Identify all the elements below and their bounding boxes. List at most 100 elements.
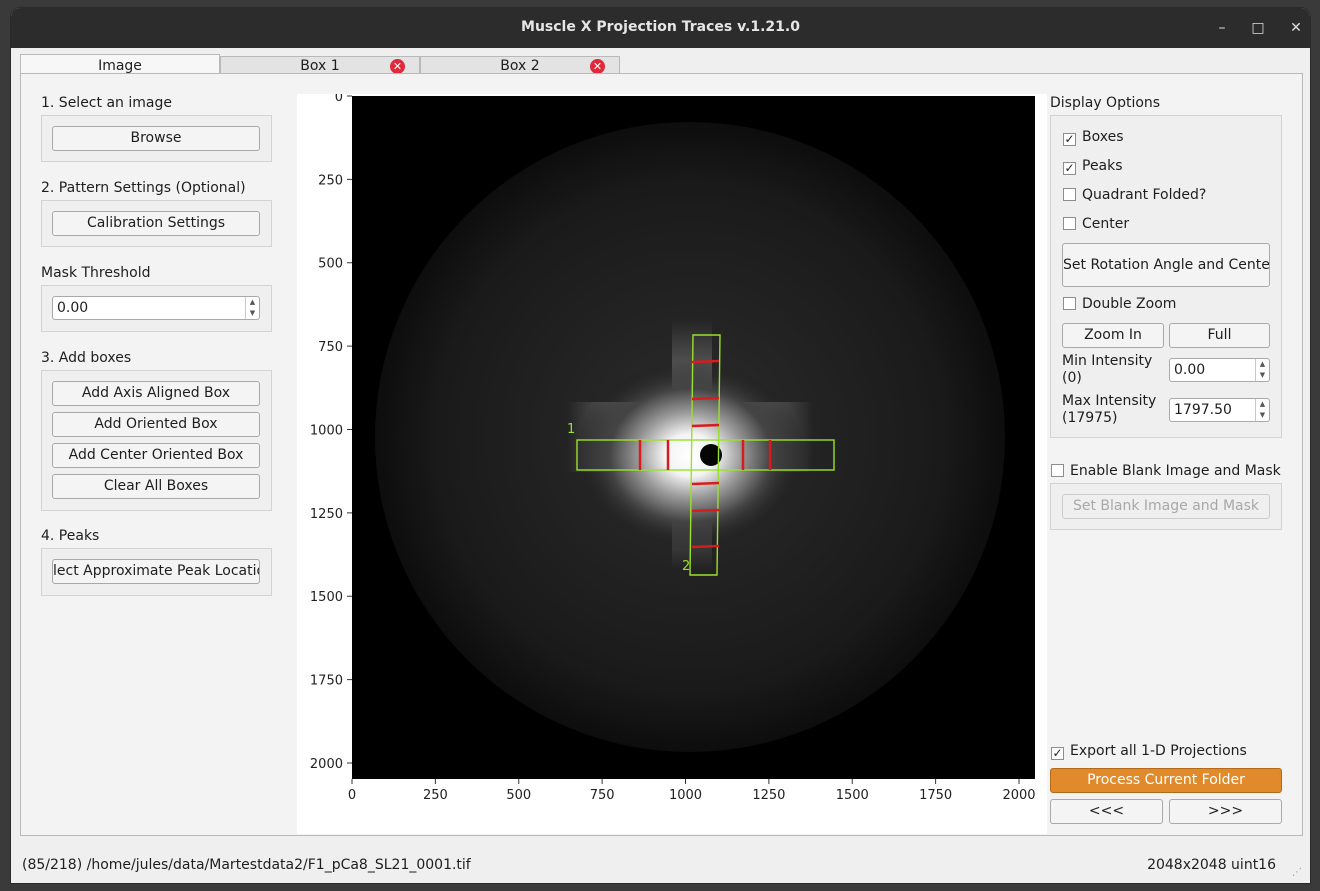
box-2-outline[interactable] [689,334,721,576]
peaks-heading: 4. Peaks [41,528,100,544]
box-overlay: 12 [567,334,835,576]
export-projections-checkbox[interactable]: ✓ Export all 1-D Projections [1051,743,1247,760]
y-tick-label: 2000 [310,757,343,772]
display-options-heading: Display Options [1050,95,1161,111]
status-image-info: 2048x2048 uint16 [1147,857,1276,873]
min-spin-arrows-icon[interactable]: ▲ ▼ [1255,359,1269,381]
max-intensity-input[interactable]: 1797.50 ▲ ▼ [1169,398,1270,422]
resize-grip-icon[interactable]: ⋰ [1292,867,1302,878]
max-spin-arrows-icon[interactable]: ▲ ▼ [1255,399,1269,421]
spin-arrows-icon[interactable]: ▲ ▼ [245,297,259,319]
peaks-label: Peaks [1082,158,1123,174]
app-window: Muscle X Projection Traces v.1.21.0 – □ … [10,7,1311,884]
tab-box-2-label: Box 2 [500,58,540,74]
box-2-peak-mark[interactable] [691,544,720,549]
mask-threshold-input[interactable]: 0.00 ▲ ▼ [52,296,260,320]
boxes-checkbox[interactable]: ✓ Boxes [1063,129,1124,146]
set-rotation-center-button[interactable]: Set Rotation Angle and Center [1062,243,1270,287]
x-tick-label: 1500 [836,788,869,803]
mask-threshold-value: 0.00 [57,300,89,316]
select-image-heading: 1. Select an image [41,95,172,111]
mask-threshold-heading: Mask Threshold [41,265,151,281]
min-intensity-label-line2: (0) [1062,370,1082,386]
tab-box-1[interactable]: Box 1 ✕ [220,56,420,75]
box-1-label: 1 [567,422,575,437]
add-axis-aligned-box-button[interactable]: Add Axis Aligned Box [52,381,260,406]
quadrant-label: Quadrant Folded? [1082,187,1207,203]
y-tick-label: 250 [318,173,343,188]
double-zoom-checkbox[interactable]: Double Zoom [1063,296,1176,312]
box-2-peak-mark[interactable] [691,359,720,364]
box-2-peak-mark[interactable] [691,396,720,401]
quadrant-folded-checkbox[interactable]: Quadrant Folded? [1063,187,1206,203]
export-label: Export all 1-D Projections [1070,743,1247,759]
box-2-peak-mark[interactable] [691,423,720,428]
process-folder-button[interactable]: Process Current Folder [1050,768,1282,793]
select-peak-location-button[interactable]: lect Approximate Peak Locatio [52,559,260,584]
blank-mask-group: Set Blank Image and Mask [1050,483,1282,530]
x-tick-label: 0 [348,788,356,803]
tab-image[interactable]: Image [20,54,220,76]
double-zoom-label: Double Zoom [1082,296,1177,312]
add-center-oriented-box-button[interactable]: Add Center Oriented Box [52,443,260,468]
y-tick-label: 1000 [310,423,343,438]
x-tick-label: 250 [423,788,448,803]
status-bar: (85/218) /home/jules/data/Martestdata2/F… [11,845,1310,883]
center-checkbox[interactable]: Center [1063,216,1129,232]
max-intensity-label-line1: Max Intensity [1062,393,1157,409]
x-tick-label: 1000 [669,788,702,803]
close-window-icon[interactable]: ✕ [1290,20,1302,36]
peaks-checkbox[interactable]: ✓ Peaks [1063,158,1123,175]
y-tick-label: 1500 [310,590,343,605]
full-button[interactable]: Full [1169,323,1270,348]
next-button[interactable]: >>> [1169,799,1282,824]
y-tick-label: 750 [318,340,343,355]
min-intensity-value: 0.00 [1174,362,1206,378]
image-plot[interactable]: 0 250 500 750 1000 1250 1500 1750 2000 0 250 500 750… [297,94,1047,834]
x-tick-label: 500 [506,788,531,803]
display-options-group: ✓ Boxes ✓ Peaks Quadrant Folded? Center Se… [1050,115,1282,438]
maximize-icon[interactable]: □ [1251,20,1265,36]
image-tab-pane: 1. Select an image Browse 2. Pattern Set… [20,73,1303,836]
y-tick-label: 0 [335,94,343,105]
center-label: Center [1082,216,1130,232]
enable-blank-checkbox[interactable]: Enable Blank Image and Mask [1051,463,1281,479]
diffraction-image-canvas[interactable]: 0 250 500 750 1000 1250 1500 1750 2000 0 250 500 750… [297,94,1047,834]
tab-box-2[interactable]: Box 2 ✕ [420,56,620,75]
peaks-check-icon: ✓ [1063,161,1076,175]
close-tab-box-2-icon[interactable]: ✕ [590,59,605,74]
box-2-peak-mark[interactable] [691,481,720,486]
clear-all-boxes-button[interactable]: Clear All Boxes [52,474,260,499]
x-tick-label: 750 [590,788,615,803]
min-intensity-input[interactable]: 0.00 ▲ ▼ [1169,358,1270,382]
x-tick-label: 1250 [752,788,785,803]
y-tick-label: 500 [318,257,343,272]
previous-button[interactable]: <<< [1050,799,1163,824]
set-blank-mask-button[interactable]: Set Blank Image and Mask [1062,494,1270,519]
enable-blank-label: Enable Blank Image and Mask [1070,463,1281,479]
boxes-check-icon: ✓ [1063,132,1076,146]
pattern-settings-group: Calibration Settings [41,200,272,247]
zoom-in-button[interactable]: Zoom In [1062,323,1164,348]
close-tab-box-1-icon[interactable]: ✕ [390,59,405,74]
add-oriented-box-button[interactable]: Add Oriented Box [52,412,260,437]
browse-button[interactable]: Browse [52,126,260,151]
title-bar: Muscle X Projection Traces v.1.21.0 – □ … [11,8,1310,48]
add-boxes-group: Add Axis Aligned Box Add Oriented Box Ad… [41,370,272,511]
minimize-icon[interactable]: – [1218,20,1226,36]
tab-image-label: Image [98,58,142,74]
double-zoom-check-icon [1063,297,1076,310]
pattern-settings-heading: 2. Pattern Settings (Optional) [41,180,246,196]
quadrant-check-icon [1063,188,1076,201]
calibration-settings-button[interactable]: Calibration Settings [52,211,260,236]
min-intensity-label: Min Intensity (0) [1062,353,1152,387]
max-intensity-value: 1797.50 [1174,402,1232,418]
box-1-outline[interactable] [576,439,835,471]
enable-blank-check-icon [1051,464,1064,477]
mask-threshold-group: 0.00 ▲ ▼ [41,285,272,332]
min-intensity-label-line1: Min Intensity [1062,353,1153,369]
y-tick-label: 1250 [310,507,343,522]
plot-axes: 0 250 500 750 1000 1250 1500 1750 2000 0 250 500 750… [310,94,1036,803]
box-2-peak-mark[interactable] [691,508,720,513]
tab-box-1-label: Box 1 [300,58,340,74]
